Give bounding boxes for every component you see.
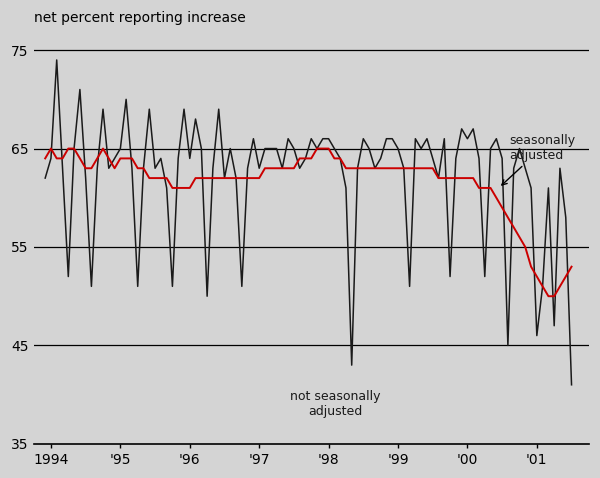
Text: not seasonally
adjusted: not seasonally adjusted (290, 390, 381, 418)
Text: seasonally
adjusted: seasonally adjusted (502, 134, 575, 185)
Text: net percent reporting increase: net percent reporting increase (34, 11, 245, 25)
